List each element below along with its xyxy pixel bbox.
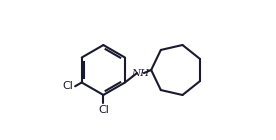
Text: Cl: Cl [62, 81, 73, 91]
Text: NH: NH [131, 69, 149, 78]
Text: Cl: Cl [98, 105, 109, 115]
